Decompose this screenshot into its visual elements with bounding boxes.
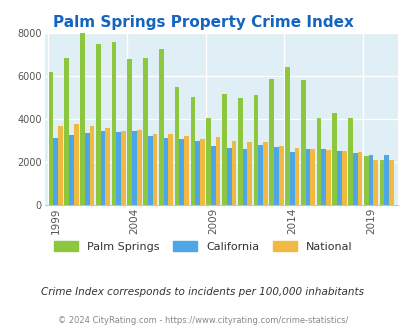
Bar (121, 131, 126, 205)
Bar (300, 80, 305, 205)
Bar (195, 141, 200, 205)
Bar (247, 143, 252, 205)
Bar (184, 136, 188, 205)
Bar (74, 124, 79, 205)
Bar (168, 134, 173, 205)
Bar (215, 137, 220, 205)
Bar (294, 148, 298, 205)
Bar (379, 160, 384, 205)
Bar (336, 151, 341, 205)
Bar (273, 147, 278, 205)
Bar (237, 98, 242, 205)
Bar (85, 133, 90, 205)
Bar (174, 86, 179, 205)
Legend: Palm Springs, California, National: Palm Springs, California, National (53, 241, 352, 252)
Bar (363, 156, 368, 205)
Bar (152, 134, 157, 205)
Bar (132, 131, 136, 205)
Bar (90, 126, 94, 205)
Bar (143, 58, 147, 205)
Bar (289, 152, 294, 205)
Bar (159, 49, 163, 205)
Bar (278, 146, 283, 205)
Bar (80, 33, 85, 205)
Bar (258, 145, 262, 205)
Bar (321, 149, 325, 205)
Bar (136, 129, 141, 205)
Bar (211, 146, 215, 205)
Bar (384, 155, 388, 205)
Bar (368, 155, 373, 205)
Bar (53, 138, 58, 205)
Text: Crime Index corresponds to incidents per 100,000 inhabitants: Crime Index corresponds to incidents per… (41, 287, 364, 297)
Bar (242, 149, 247, 205)
Bar (200, 139, 204, 205)
Bar (316, 118, 321, 205)
Bar (190, 97, 195, 205)
Bar (373, 160, 377, 205)
Bar (226, 148, 231, 205)
Bar (147, 136, 152, 205)
Bar (269, 79, 273, 205)
Bar (332, 114, 336, 205)
Bar (357, 152, 362, 205)
Bar (127, 59, 132, 205)
Bar (231, 141, 236, 205)
Bar (262, 143, 267, 205)
Bar (64, 58, 69, 205)
Bar (347, 118, 352, 205)
Bar (352, 153, 357, 205)
Bar (341, 151, 346, 205)
Bar (253, 95, 258, 205)
Text: © 2024 CityRating.com - https://www.cityrating.com/crime-statistics/: © 2024 CityRating.com - https://www.city… (58, 316, 347, 325)
Bar (100, 131, 105, 205)
Bar (111, 42, 116, 205)
Text: Palm Springs Property Crime Index: Palm Springs Property Crime Index (52, 15, 353, 30)
Bar (388, 160, 393, 205)
Bar (49, 72, 53, 205)
Bar (222, 94, 226, 205)
Bar (105, 128, 110, 205)
Bar (284, 67, 289, 205)
Bar (163, 138, 168, 205)
Bar (69, 135, 74, 205)
Bar (179, 139, 184, 205)
Bar (96, 44, 100, 205)
Bar (116, 132, 121, 205)
Bar (58, 126, 63, 205)
Bar (305, 149, 309, 205)
Bar (206, 118, 211, 205)
Bar (325, 150, 330, 205)
Bar (309, 149, 314, 205)
